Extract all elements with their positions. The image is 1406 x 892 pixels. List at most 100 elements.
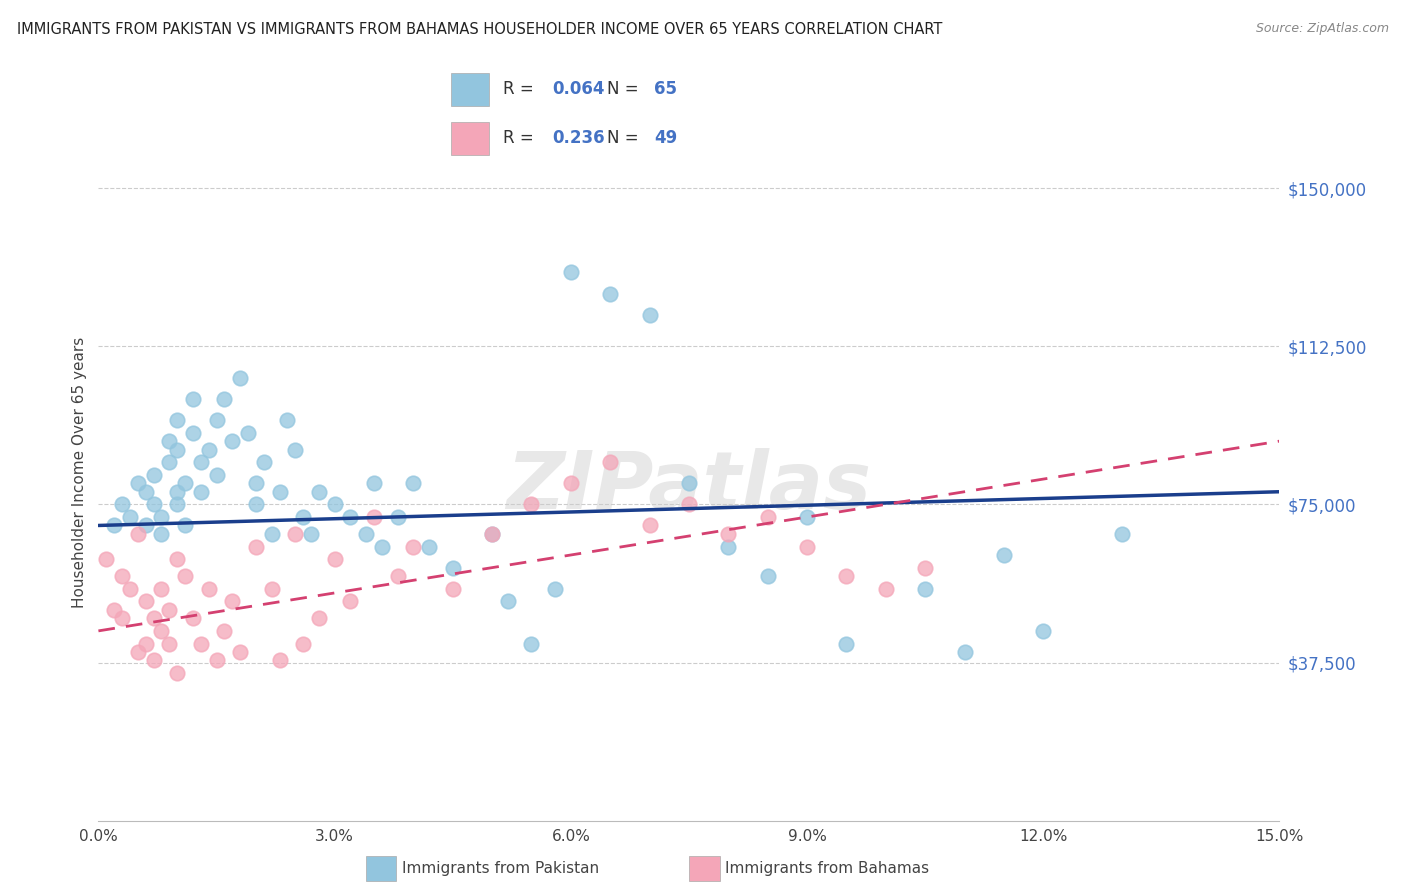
Point	[678, 476, 700, 491]
Point	[229, 371, 252, 385]
Point	[993, 548, 1015, 562]
Point	[174, 476, 197, 491]
Point	[308, 611, 330, 625]
Point	[118, 582, 141, 596]
Point	[544, 582, 567, 596]
Text: 49: 49	[654, 129, 678, 147]
Point	[166, 484, 188, 499]
Point	[339, 594, 361, 608]
Point	[276, 413, 298, 427]
Point	[1032, 624, 1054, 638]
Point	[150, 510, 173, 524]
Point	[599, 286, 621, 301]
Text: IMMIGRANTS FROM PAKISTAN VS IMMIGRANTS FROM BAHAMAS HOUSEHOLDER INCOME OVER 65 Y: IMMIGRANTS FROM PAKISTAN VS IMMIGRANTS F…	[17, 22, 942, 37]
Point	[135, 636, 157, 650]
Point	[190, 484, 212, 499]
Point	[363, 510, 385, 524]
Point	[127, 476, 149, 491]
Text: R =: R =	[503, 80, 540, 98]
Point	[1111, 527, 1133, 541]
Point	[142, 497, 165, 511]
Point	[402, 540, 425, 554]
Point	[269, 484, 291, 499]
Point	[166, 666, 188, 681]
Point	[914, 560, 936, 574]
Point	[308, 484, 330, 499]
Point	[756, 569, 779, 583]
Point	[135, 594, 157, 608]
FancyBboxPatch shape	[451, 122, 489, 155]
Point	[111, 611, 134, 625]
Point	[190, 636, 212, 650]
Point	[481, 527, 503, 541]
Point	[103, 603, 125, 617]
Y-axis label: Householder Income Over 65 years: Householder Income Over 65 years	[72, 337, 87, 608]
Text: N =: N =	[607, 129, 644, 147]
Point	[363, 476, 385, 491]
Point	[245, 540, 267, 554]
Point	[953, 645, 976, 659]
Point	[166, 442, 188, 457]
Text: R =: R =	[503, 129, 540, 147]
Point	[181, 611, 204, 625]
Point	[520, 636, 543, 650]
Point	[323, 497, 346, 511]
Point	[118, 510, 141, 524]
Point	[190, 455, 212, 469]
Point	[638, 308, 661, 322]
Point	[205, 413, 228, 427]
Point	[236, 425, 259, 440]
Point	[166, 552, 188, 566]
Point	[166, 497, 188, 511]
Point	[560, 265, 582, 279]
Text: Immigrants from Pakistan: Immigrants from Pakistan	[402, 862, 599, 876]
Point	[371, 540, 394, 554]
Point	[253, 455, 276, 469]
Point	[127, 645, 149, 659]
Point	[135, 518, 157, 533]
Point	[402, 476, 425, 491]
Point	[103, 518, 125, 533]
Point	[260, 582, 283, 596]
Point	[323, 552, 346, 566]
Point	[214, 392, 236, 406]
Point	[717, 527, 740, 541]
Point	[142, 653, 165, 667]
Point	[496, 594, 519, 608]
Point	[205, 653, 228, 667]
Point	[796, 540, 818, 554]
Point	[599, 455, 621, 469]
Point	[181, 425, 204, 440]
Point	[284, 527, 307, 541]
Point	[299, 527, 322, 541]
Point	[157, 603, 180, 617]
Point	[339, 510, 361, 524]
Point	[717, 540, 740, 554]
Text: 65: 65	[654, 80, 678, 98]
Point	[166, 413, 188, 427]
Point	[441, 582, 464, 596]
Point	[245, 497, 267, 511]
Point	[150, 624, 173, 638]
Text: N =: N =	[607, 80, 644, 98]
Point	[269, 653, 291, 667]
Point	[875, 582, 897, 596]
Point	[221, 434, 243, 449]
Point	[205, 467, 228, 482]
Point	[157, 434, 180, 449]
Point	[150, 527, 173, 541]
Point	[142, 467, 165, 482]
Point	[221, 594, 243, 608]
Text: 0.236: 0.236	[553, 129, 605, 147]
Point	[157, 455, 180, 469]
Point	[96, 552, 118, 566]
Point	[157, 636, 180, 650]
Point	[127, 527, 149, 541]
Point	[181, 392, 204, 406]
Point	[441, 560, 464, 574]
Point	[354, 527, 377, 541]
Point	[142, 611, 165, 625]
Text: ZIPatlas: ZIPatlas	[506, 448, 872, 525]
Text: Source: ZipAtlas.com: Source: ZipAtlas.com	[1256, 22, 1389, 36]
Text: 0.064: 0.064	[553, 80, 605, 98]
